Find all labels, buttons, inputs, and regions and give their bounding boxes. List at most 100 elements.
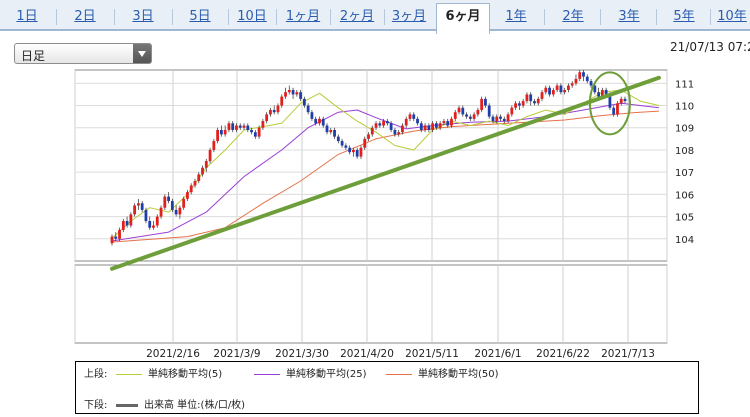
x-tick-label: 2021/4/20: [340, 348, 394, 360]
candle-down: [302, 98, 306, 106]
candle-down: [238, 125, 242, 128]
candle-up: [216, 129, 220, 142]
candle-down: [272, 109, 276, 113]
candle-up: [133, 205, 137, 215]
tab-separator: [710, 9, 711, 25]
candle-up: [178, 207, 182, 215]
candle-down: [250, 129, 253, 133]
candle-up: [514, 103, 518, 108]
x-tick-label: 2021/5/11: [405, 348, 459, 360]
y-tick-label: 108: [675, 146, 694, 157]
tab-11[interactable]: 3年: [618, 9, 640, 24]
candle-up: [472, 114, 476, 119]
tab-13[interactable]: 10年: [717, 9, 747, 24]
x-tick-label: 2021/6/1: [474, 348, 521, 360]
tab-4[interactable]: 10日: [237, 9, 267, 24]
candle-up: [137, 203, 140, 206]
candle-down: [484, 98, 487, 106]
candle-up: [476, 109, 480, 115]
candle-up: [401, 125, 404, 133]
candle-down: [582, 72, 585, 77]
dropdown-arrow-icon[interactable]: [133, 44, 151, 63]
volume-panel: [74, 264, 668, 344]
tab-10[interactable]: 2年: [562, 9, 584, 24]
legend-volume-swatch: [116, 403, 138, 407]
x-tick-label: 2021/7/13: [601, 348, 655, 360]
legend-ma50-swatch: [386, 373, 412, 375]
candle-down: [608, 94, 612, 108]
candle-down: [533, 101, 536, 104]
tab-6[interactable]: 2ヶ月: [339, 9, 375, 24]
legend-upper-label: 上段:: [84, 369, 108, 380]
candle-up: [540, 92, 544, 99]
candle-up: [600, 89, 604, 97]
tab-separator: [330, 9, 331, 25]
tab-9[interactable]: 1年: [505, 9, 527, 24]
candle-down: [170, 201, 174, 210]
candle-down: [306, 105, 310, 113]
candle-up: [318, 118, 321, 124]
y-tick-label: 109: [675, 124, 694, 135]
chart-timestamp: 21/07/13 07:2: [670, 40, 750, 54]
candle-up: [536, 98, 540, 104]
candle-down: [589, 81, 593, 86]
candle-down: [378, 123, 382, 126]
candle-down: [593, 85, 597, 93]
legend-ma5: 単純移動平均(5): [116, 365, 222, 380]
candle-up: [370, 127, 374, 135]
candle-down: [125, 221, 129, 226]
legend-ma25: 単純移動平均(25): [254, 365, 367, 380]
tab-7[interactable]: 3ヶ月: [391, 9, 427, 24]
highlight-ellipse: [588, 71, 631, 136]
candle-down: [174, 209, 178, 215]
candle-down: [144, 209, 148, 222]
candle-down: [465, 114, 468, 117]
y-tick-label: 106: [675, 190, 694, 201]
candle-up: [363, 138, 367, 148]
tab-5[interactable]: 1ヶ月: [285, 9, 321, 24]
candle-up: [295, 92, 299, 95]
candle-up: [480, 98, 484, 110]
candle-up: [431, 123, 435, 130]
legend-volume: 出来高 単位:(株/口/枚): [116, 396, 245, 411]
x-tick-label: 2021/6/22: [536, 348, 590, 360]
candle-up: [189, 185, 193, 193]
candle-up: [563, 89, 567, 93]
tab-0[interactable]: 1日: [16, 9, 38, 24]
candle-up: [242, 125, 246, 128]
candle-down: [299, 92, 303, 99]
tab-12[interactable]: 5年: [673, 9, 695, 24]
tab-1[interactable]: 2日: [74, 9, 96, 24]
candle-down: [167, 196, 170, 202]
chart-legend: 上段: 単純移動平均(5) 単純移動平均(25) 単純移動平均(50) 下段: …: [75, 361, 699, 414]
candle-down: [348, 147, 352, 153]
candle-down: [253, 132, 257, 137]
candle-up: [423, 125, 427, 130]
x-tick-label: 2021/3/30: [275, 348, 329, 360]
candle-up: [544, 87, 548, 93]
candle-down: [114, 236, 118, 239]
tab-separator: [544, 9, 545, 25]
tab-separator: [172, 9, 173, 25]
tab-3[interactable]: 5日: [189, 9, 211, 24]
tab-8[interactable]: 6ヶ月: [436, 3, 490, 34]
candle-down: [412, 114, 416, 119]
x-tick-label: 2021/2/16: [146, 348, 200, 360]
candle-up: [555, 85, 559, 90]
candle-down: [148, 221, 152, 228]
candle-down: [140, 203, 144, 210]
legend-ma25-label: 単純移動平均(25): [286, 369, 367, 380]
candle-up: [287, 89, 291, 93]
candle-up: [223, 129, 227, 135]
candle-up: [525, 94, 529, 102]
candle-down: [246, 125, 250, 130]
candle-up: [329, 129, 333, 133]
candle-down: [529, 94, 533, 102]
tab-2[interactable]: 3日: [132, 9, 154, 24]
candle-up: [359, 147, 363, 157]
candle-up: [118, 229, 121, 239]
candle-up: [197, 174, 201, 182]
legend-volume-label: 出来高 単位:(株/口/枚): [144, 400, 246, 411]
candle-down: [623, 98, 627, 102]
candle-period-select[interactable]: 日足: [14, 43, 152, 64]
